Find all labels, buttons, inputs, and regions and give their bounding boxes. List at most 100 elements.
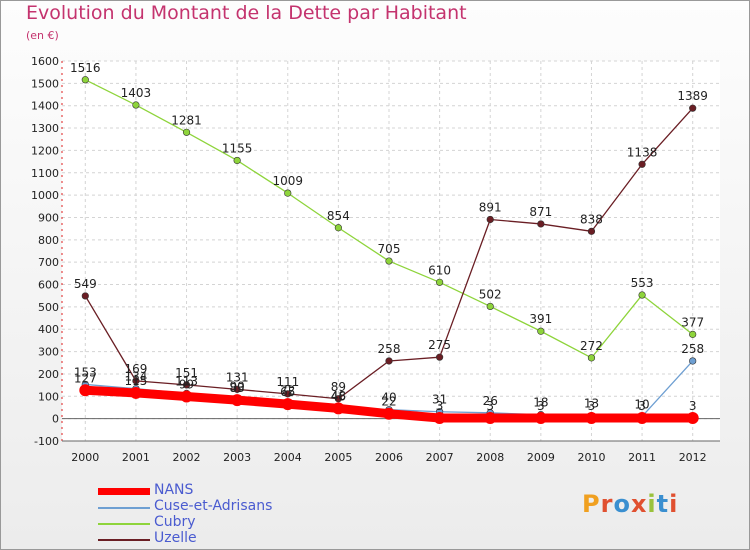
data-point	[638, 291, 646, 299]
logo-letter: t	[656, 490, 670, 518]
y-tick-label: 600	[38, 279, 59, 292]
data-point	[385, 257, 393, 265]
data-label: 272	[580, 339, 603, 353]
data-label: 10	[634, 397, 649, 411]
data-label: 502	[479, 287, 502, 301]
data-label: 131	[226, 370, 249, 384]
data-point	[537, 220, 545, 228]
data-label: 3	[689, 399, 697, 413]
data-point	[436, 278, 444, 286]
logo-letter: P	[582, 490, 601, 518]
data-label: 3	[588, 399, 596, 413]
data-point	[436, 353, 444, 361]
data-point	[182, 128, 191, 136]
legend-swatch	[98, 507, 150, 509]
data-label: 1009	[272, 174, 303, 188]
legend-label: NANS	[154, 482, 194, 498]
legend-swatch	[98, 523, 150, 525]
x-tick-label: 2011	[628, 451, 656, 464]
x-tick-label: 2007	[426, 451, 454, 464]
chart-title: Evolution du Montant de la Dette par Hab…	[26, 2, 467, 24]
data-label: 127	[74, 371, 97, 385]
data-label: 549	[74, 277, 97, 291]
data-label: 3	[537, 399, 545, 413]
data-point	[129, 386, 142, 399]
data-point	[334, 224, 342, 232]
data-label: 151	[175, 366, 198, 380]
data-label: 22	[381, 395, 396, 409]
data-label: 72	[280, 384, 295, 398]
y-tick-label: 700	[38, 256, 59, 269]
data-label: 3	[486, 399, 494, 413]
y-tick-label: -100	[34, 435, 59, 448]
data-label: 258	[378, 342, 401, 356]
y-tick-label: 900	[38, 211, 59, 224]
x-tick-label: 2003	[223, 451, 251, 464]
legend-label: Cuse-et-Adrisans	[154, 498, 273, 514]
data-label: 65	[280, 385, 295, 399]
data-label: 26	[483, 394, 498, 408]
data-point	[132, 377, 140, 385]
legend-swatch	[98, 488, 150, 495]
data-point	[81, 76, 89, 84]
data-label: 1138	[627, 145, 658, 159]
legend-swatch	[98, 539, 150, 541]
data-label: 40	[381, 391, 396, 405]
data-point	[332, 402, 345, 415]
data-point	[79, 384, 92, 397]
data-label: 31	[432, 393, 447, 407]
data-label: 134	[124, 370, 147, 384]
data-label: 854	[327, 209, 350, 223]
x-tick-label: 2010	[577, 451, 605, 464]
data-label: 113	[175, 374, 198, 388]
logo-letter: i	[647, 490, 657, 518]
y-tick-label: 1300	[31, 122, 59, 135]
data-label: 1403	[121, 86, 152, 100]
data-point	[182, 381, 191, 389]
y-tick-label: 100	[38, 390, 59, 403]
y-tick-label: 1200	[31, 144, 59, 157]
data-point	[433, 411, 446, 424]
x-tick-label: 2005	[324, 451, 352, 464]
data-label: 3	[638, 399, 646, 413]
data-label: 99	[179, 378, 194, 392]
data-point	[484, 411, 497, 424]
data-point	[284, 390, 292, 398]
data-label: 553	[631, 276, 654, 290]
data-point	[486, 215, 494, 224]
legend-label: Uzelle	[154, 530, 197, 546]
logo-letter: i	[669, 490, 679, 518]
y-tick-label: 1500	[31, 77, 59, 90]
data-label: 48	[331, 389, 346, 403]
data-label: 1516	[70, 61, 101, 75]
x-tick-label: 2006	[375, 451, 403, 464]
data-point	[638, 160, 646, 168]
x-tick-label: 2012	[679, 451, 707, 464]
y-tick-label: 1600	[31, 55, 59, 68]
data-point	[233, 385, 241, 393]
data-point	[486, 302, 494, 311]
data-label: 83	[230, 381, 245, 395]
data-label: 871	[529, 205, 552, 219]
data-point	[334, 395, 342, 403]
y-tick-label: 1100	[31, 167, 59, 180]
data-point	[534, 411, 547, 424]
x-tick-label: 2001	[122, 451, 150, 464]
unit-label: (en €)	[26, 29, 59, 42]
data-label: 275	[428, 338, 451, 352]
data-label: 169	[124, 362, 147, 376]
data-point	[383, 407, 395, 420]
y-tick-label: 1000	[31, 189, 59, 202]
x-tick-label: 2009	[527, 451, 555, 464]
data-point	[689, 357, 697, 365]
proxiti-logo: Proxiti	[582, 490, 678, 518]
data-label: 89	[331, 380, 346, 394]
x-tick-label: 2004	[274, 451, 302, 464]
data-point	[585, 411, 598, 424]
data-label: 838	[580, 212, 603, 226]
logo-letter: r	[600, 490, 614, 518]
y-tick-label: 400	[38, 323, 59, 336]
data-point	[233, 156, 241, 165]
y-tick-label: 1400	[31, 100, 59, 113]
